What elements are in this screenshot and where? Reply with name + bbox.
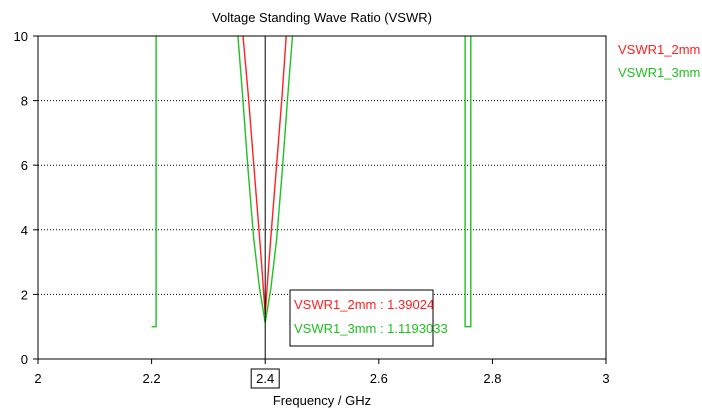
legend-entry: VSWR1_2mm [618, 42, 700, 57]
marker-readout: VSWR1_2mm : 1.39024 VSWR1_3mm : 1.1193033 [290, 290, 448, 346]
y-tick-label: 2 [21, 287, 28, 302]
legend-entry: VSWR1_3mm [618, 65, 700, 80]
grid-lines [38, 101, 606, 295]
marker-readout-value: VSWR1_3mm : 1.1193033 [294, 321, 448, 336]
x-tick-label: 3 [602, 371, 609, 386]
x-tick-label: 2.6 [370, 371, 388, 386]
series-line-VSWR1_2mm [243, 36, 286, 314]
chart-title: Voltage Standing Wave Ratio (VSWR) [212, 10, 432, 25]
y-tick-label: 0 [21, 352, 28, 367]
series-line-VSWR1_3mm [152, 36, 471, 327]
x-tick-label: 2.2 [143, 371, 161, 386]
y-tick-label: 4 [21, 223, 28, 238]
x-axis-label: Frequency / GHz [273, 393, 371, 408]
x-tick-label: 2.4 [256, 371, 274, 386]
y-tick-label: 8 [21, 94, 28, 109]
x-tick-label: 2 [34, 371, 41, 386]
legend: VSWR1_2mm VSWR1_3mm [618, 42, 700, 80]
y-tick-label: 6 [21, 158, 28, 173]
y-tick-label: 10 [14, 29, 28, 44]
x-tick-label: 2.8 [483, 371, 501, 386]
marker-readout-value: VSWR1_2mm : 1.39024 [294, 297, 434, 312]
